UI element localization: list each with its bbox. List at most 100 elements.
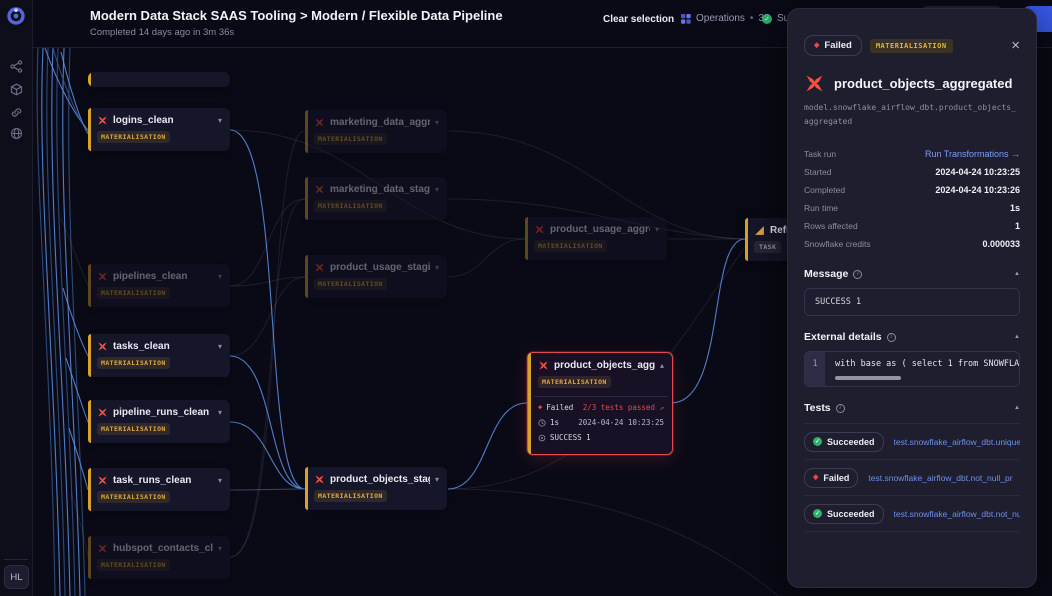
line-number: 1	[805, 352, 825, 387]
collapse-caret-icon[interactable]: ▲	[1014, 271, 1020, 278]
chevron-down-icon[interactable]: ▾	[217, 341, 222, 351]
lineage-dag-icon[interactable]	[10, 60, 24, 74]
detail-label: Rows affected	[804, 221, 858, 232]
horizontal-scrollbar[interactable]	[835, 376, 901, 381]
materialisation-badge: MATERIALISATION	[314, 490, 387, 502]
dbt-icon	[315, 263, 324, 272]
detail-value: 2024-04-24 10:23:25	[935, 167, 1020, 178]
test-link[interactable]: test.snowflake_airflow_dbt.not_null_pr	[893, 508, 1020, 519]
detail-value: 2024-04-24 10:23:26	[935, 185, 1020, 196]
detail-value: 1s	[1009, 203, 1020, 214]
page-title: Modern Data Stack SAAS Tooling > Modern …	[90, 8, 503, 23]
test-status-badge: ✓ Succeeded	[804, 431, 884, 452]
node-product-usage-aggregated[interactable]: product_usage_aggregated ▾ MATERIALISATI…	[525, 217, 667, 260]
chevron-down-icon[interactable]: ▾	[434, 117, 439, 127]
chevron-down-icon[interactable]: ▾	[217, 271, 222, 281]
grid-icon	[681, 13, 691, 24]
panel-title: product_objects_aggregated	[834, 76, 1013, 91]
dbt-icon	[315, 118, 324, 127]
chevron-down-icon[interactable]: ▾	[217, 543, 222, 553]
task-run-link[interactable]: Run Transformations →	[924, 149, 1020, 160]
materialisation-badge: MATERIALISATION	[534, 240, 607, 252]
materialisation-badge: MATERIALISATION	[314, 133, 387, 145]
detail-label: Task run	[804, 149, 837, 160]
run-summary: Completed 14 days ago in 3m 36s	[90, 27, 235, 38]
test-status-badge: ◆ Failed	[804, 467, 859, 488]
test-link[interactable]: test.snowflake_airflow_dbt.unique_pro	[893, 436, 1020, 447]
chevron-down-icon[interactable]: ▾	[434, 262, 439, 272]
node-marketing-data-aggregated[interactable]: marketing_data_aggregated ▾ MATERIALISAT…	[305, 110, 447, 153]
success-check-icon: ✓	[813, 509, 822, 519]
node-label: task_runs_clean	[113, 475, 192, 486]
app-logo-icon[interactable]	[6, 6, 26, 26]
chevron-down-icon[interactable]: ▾	[434, 184, 439, 194]
materialisation-badge: MATERIALISATION	[314, 278, 387, 290]
info-icon[interactable]: i	[886, 332, 896, 342]
success-check-icon: ✓	[813, 437, 822, 447]
failed-diamond-icon: ◆	[813, 474, 819, 482]
info-icon[interactable]: i	[853, 269, 863, 279]
dbt-icon	[98, 544, 107, 553]
chevron-down-icon[interactable]: ▾	[434, 474, 439, 484]
node-label: tasks_clean	[113, 341, 170, 352]
tests-list: ✓ Succeeded test.snowflake_airflow_dbt.u…	[804, 423, 1020, 533]
chevron-down-icon[interactable]: ▾	[217, 407, 222, 417]
gear-icon	[538, 434, 546, 441]
dbt-icon	[535, 225, 544, 234]
materialisation-badge: MATERIALISATION	[538, 376, 611, 388]
node-pipelines-clean[interactable]: pipelines_clean ▾ MATERIALISATION	[88, 264, 230, 307]
node-hubspot-contacts-clean[interactable]: hubspot_contacts_clean ▾ MATERIALISATION	[88, 536, 230, 579]
dbt-icon	[98, 408, 107, 417]
materialisation-badge: MATERIALISATION	[97, 491, 170, 503]
node-runtime: 1s	[550, 418, 560, 427]
detail-label: Snowflake credits	[804, 239, 871, 250]
chevron-down-icon[interactable]: ▾	[217, 115, 222, 125]
close-icon[interactable]: ×	[1011, 37, 1020, 54]
node-label: pipeline_runs_clean	[113, 407, 210, 418]
test-row: ✓ Succeeded test.snowflake_airflow_dbt.n…	[804, 496, 1020, 533]
node-product-objects-aggregated-selected[interactable]: product_objects_aggregated ▴ MATERIALISA…	[527, 352, 673, 455]
node-status: Failed	[546, 403, 574, 412]
chevron-down-icon[interactable]: ▾	[217, 475, 222, 485]
globe-icon[interactable]	[10, 127, 24, 141]
detail-label: Started	[804, 167, 832, 178]
node-task-runs-clean[interactable]: task_runs_clean ▾ MATERIALISATION	[88, 468, 230, 511]
dbt-icon	[98, 116, 107, 125]
detail-value: 1	[1014, 221, 1020, 232]
success-counter: ✓ Su	[762, 13, 789, 24]
node-label: pipelines_clean	[113, 271, 188, 282]
materialisation-badge: MATERIALISATION	[97, 559, 170, 571]
node-product-usage-staging[interactable]: product_usage_staging ▾ MATERIALISATION	[305, 255, 447, 298]
node-label: product_usage_staging	[330, 262, 430, 273]
materialisation-badge: MATERIALISATION	[97, 131, 170, 143]
info-icon[interactable]: i	[835, 403, 845, 413]
detail-label: Run time	[804, 203, 839, 214]
node-tasks-clean[interactable]: tasks_clean ▾ MATERIALISATION	[88, 334, 230, 377]
node-label: product_objects_aggregated	[554, 360, 655, 371]
node-label: logins_clean	[113, 115, 174, 126]
status-badge: ◆ Failed	[804, 35, 862, 56]
collapse-caret-icon[interactable]: ▲	[1014, 405, 1020, 412]
node-label: product_usage_aggregated	[550, 224, 650, 235]
node-clipped-top[interactable]	[88, 72, 230, 87]
tests-summary-link[interactable]: 2/3 tests passed ↗	[582, 403, 664, 412]
clear-selection-button[interactable]: Clear selection	[603, 14, 675, 25]
node-timestamp: 2024-04-24 10:23:25	[578, 418, 664, 427]
chevron-up-icon[interactable]: ▴	[659, 360, 664, 370]
test-row: ✓ Succeeded test.snowflake_airflow_dbt.u…	[804, 424, 1020, 461]
cube-icon[interactable]	[10, 83, 24, 97]
link-icon[interactable]	[10, 106, 24, 120]
test-link[interactable]: test.snowflake_airflow_dbt.not_null_pr	[868, 472, 1013, 483]
arrow-ne-icon: ↗	[659, 403, 664, 412]
materialisation-badge: MATERIALISATION	[869, 38, 953, 53]
node-logins-clean[interactable]: logins_clean ▾ MATERIALISATION	[88, 108, 230, 151]
node-marketing-data-staging[interactable]: marketing_data_staging ▾ MATERIALISATION	[305, 177, 447, 220]
node-label: Refre	[770, 225, 796, 236]
operations-counter: Operations • 35	[681, 13, 770, 24]
user-avatar[interactable]: HL	[4, 565, 29, 589]
chevron-down-icon[interactable]: ▾	[654, 224, 659, 234]
node-product-objects-staging[interactable]: product_objects_staging ▾ MATERIALISATIO…	[305, 467, 447, 510]
top-bar: Modern Data Stack SAAS Tooling > Modern …	[33, 0, 1052, 48]
node-pipeline-runs-clean[interactable]: pipeline_runs_clean ▾ MATERIALISATION	[88, 400, 230, 443]
collapse-caret-icon[interactable]: ▲	[1014, 334, 1020, 341]
